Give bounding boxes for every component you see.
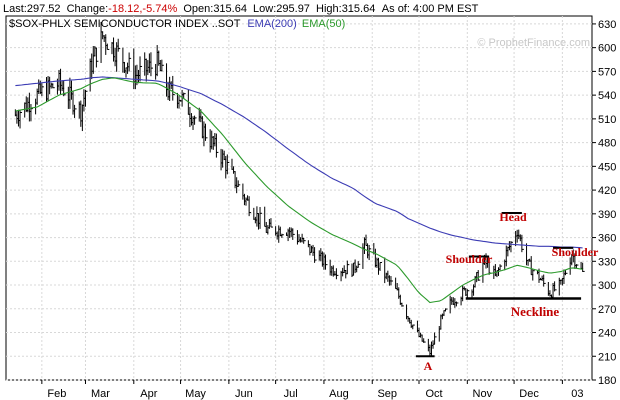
watermark: © ProphetFinance.com xyxy=(477,37,590,49)
y-tick-label: 390 xyxy=(598,209,616,221)
annotation-head: Head xyxy=(499,210,527,224)
x-tick-label: Jul xyxy=(284,388,298,400)
y-tick-label: 300 xyxy=(598,280,616,292)
x-tick-label: Aug xyxy=(329,388,349,400)
last-value: 297.52 xyxy=(27,3,61,15)
y-tick-label: 540 xyxy=(598,90,616,102)
x-tick-label: Sep xyxy=(377,388,397,400)
asof-value: 4:00 PM EST xyxy=(413,3,479,15)
x-tick-label: Apr xyxy=(140,388,157,400)
y-tick-label: 450 xyxy=(598,161,616,173)
x-tick-label: Jun xyxy=(235,388,253,400)
y-tick-label: 240 xyxy=(598,328,616,340)
open-value: 315.64 xyxy=(213,3,247,15)
legend-ema50: EMA(50) xyxy=(302,18,345,30)
legend-ema200: EMA(200) xyxy=(247,18,297,30)
ema50-line xyxy=(15,77,583,304)
x-tick-label: Dec xyxy=(519,388,539,400)
x-tick-label: Feb xyxy=(47,388,66,400)
x-tick-label: Oct xyxy=(425,388,442,400)
annotation-shoulder-left: Shoulder xyxy=(446,252,493,266)
annotation-shoulder-right: Shoulder xyxy=(552,245,599,259)
x-tick-label: Mar xyxy=(91,388,110,400)
header-line: Last:297.52 Change:-18.12,-5.74% Open:31… xyxy=(3,3,479,15)
axis-layer: 180 210 240 270 300 330 360 390 420 450 480 510 540 5… xyxy=(41,19,616,400)
x-tick-label: May xyxy=(185,388,206,400)
high-value: 315.64 xyxy=(342,3,376,15)
series-layer xyxy=(14,21,585,357)
asof-label: As of: xyxy=(382,3,410,15)
change-label: Change: xyxy=(67,3,109,15)
ema200-line xyxy=(15,76,583,249)
x-tick-label: 03 xyxy=(571,388,583,400)
y-tick-label: 570 xyxy=(598,66,616,78)
y-tick-label: 360 xyxy=(598,233,616,245)
change-value: -18.12,-5.74% xyxy=(108,3,177,15)
y-tick-label: 180 xyxy=(598,375,616,387)
annotation-point-a: A xyxy=(424,359,433,373)
x-tick-label: Nov xyxy=(473,388,493,400)
y-tick-label: 270 xyxy=(598,304,616,316)
annotation-layer xyxy=(415,212,582,358)
y-tick-label: 630 xyxy=(598,19,616,31)
low-value: 295.97 xyxy=(276,3,310,15)
annotation-neckline: Neckline xyxy=(511,304,560,319)
y-tick-label: 480 xyxy=(598,138,616,150)
y-tick-label: 420 xyxy=(598,185,616,197)
last-label: Last: xyxy=(3,3,27,15)
open-label: Open: xyxy=(183,3,213,15)
y-tick-label: 210 xyxy=(598,351,616,363)
low-label: Low: xyxy=(253,3,276,15)
y-tick-label: 510 xyxy=(598,114,616,126)
y-tick-label: 330 xyxy=(598,256,616,268)
high-label: High: xyxy=(316,3,342,15)
legend-symbol: $SOX-PHLX SEMICONDUCTOR INDEX ..SOT xyxy=(9,18,241,30)
legend: $SOX-PHLX SEMICONDUCTOR INDEX ..SOT EMA(… xyxy=(9,18,345,30)
plot-frame xyxy=(5,15,593,381)
y-tick-label: 600 xyxy=(598,43,616,55)
